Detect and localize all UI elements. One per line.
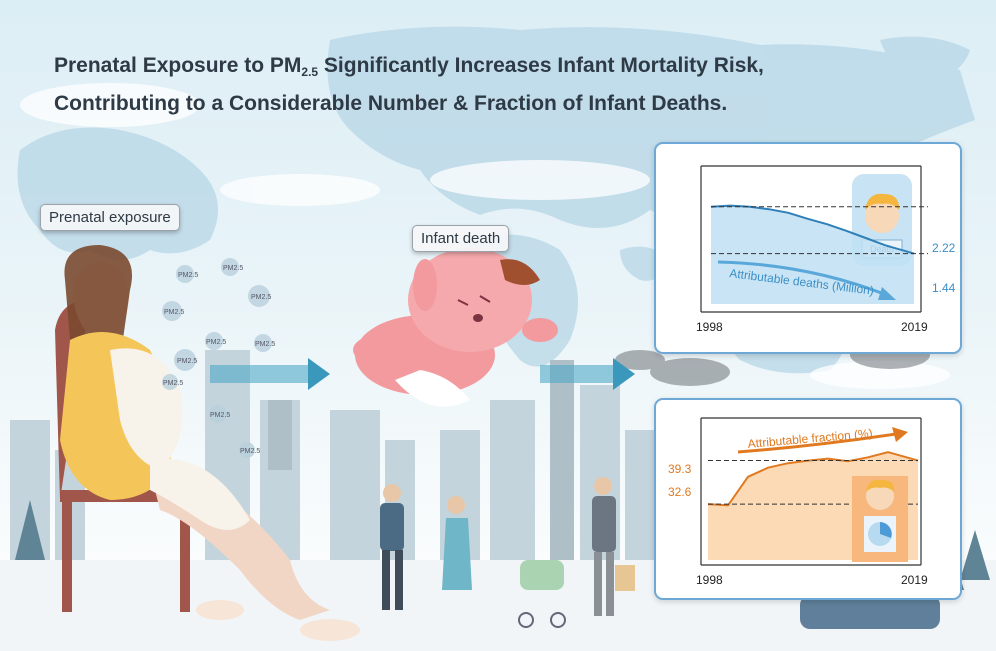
- x-tick-start: 1998: [696, 573, 723, 587]
- fraction-chart-panel: Attributable fraction (%) 39.3 32.6 1998…: [654, 398, 962, 600]
- infant-fraction-icon: [852, 476, 908, 562]
- deaths-area: [711, 205, 914, 304]
- pm25-label: PM2.5: [223, 265, 243, 272]
- fraction-value-high: 39.3: [668, 462, 692, 476]
- deaths-chart: Death Attributable deaths (Million) 2.22…: [696, 165, 956, 334]
- pm25-label: PM2.5: [240, 448, 260, 455]
- trend-arrowhead: [878, 287, 896, 300]
- trend-arrowhead: [892, 427, 908, 442]
- pm25-label: PM2.5: [255, 341, 275, 348]
- infant-illustration: [353, 248, 558, 407]
- x-tick-end: 2019: [901, 320, 928, 334]
- title-subscript: 2.5: [301, 65, 319, 79]
- pregnant-woman-illustration: [55, 245, 360, 641]
- fraction-chart: Attributable fraction (%) 39.3 32.6 1998…: [668, 417, 928, 587]
- page-title: Prenatal Exposure to PM2.5 Significantly…: [54, 50, 814, 119]
- pedestrians: [380, 477, 940, 629]
- title-line-1: Prenatal Exposure to PM2.5 Significantly…: [54, 50, 814, 88]
- x-tick-start: 1998: [696, 320, 723, 334]
- flow-arrows: [210, 358, 635, 390]
- trend-arrow: [717, 260, 885, 296]
- prenatal-exposure-label: Prenatal exposure: [40, 204, 180, 231]
- pm25-label: PM2.5: [163, 380, 183, 387]
- pm25-particles: [162, 258, 272, 458]
- trend-arrow: [737, 432, 897, 454]
- clouds: [20, 83, 950, 389]
- title-text: Prenatal Exposure to PM: [54, 54, 302, 77]
- pm25-label: PM2.5: [206, 339, 226, 346]
- infant-death-label: Infant death: [412, 225, 510, 252]
- pm25-label: PM2.5: [210, 412, 230, 419]
- pm25-label: PM2.5: [178, 272, 198, 279]
- pm25-label: PM2.5: [251, 294, 271, 301]
- pm25-label: PM2.5: [164, 309, 184, 316]
- title-text: Significantly Increases Infant Mortality…: [318, 54, 764, 77]
- fraction-value-low: 32.6: [668, 485, 692, 499]
- deaths-value-high: 2.22: [932, 241, 956, 255]
- city-towers: [268, 360, 574, 560]
- pm25-label: PM2.5: [177, 358, 197, 365]
- fraction-annotation: Attributable fraction (%): [747, 426, 873, 451]
- x-tick-end: 2019: [901, 573, 928, 587]
- deaths-value-low: 1.44: [932, 281, 956, 295]
- title-line-2: Contributing to a Considerable Number & …: [54, 92, 728, 115]
- deaths-chart-panel: Death Attributable deaths (Million) 2.22…: [654, 142, 962, 354]
